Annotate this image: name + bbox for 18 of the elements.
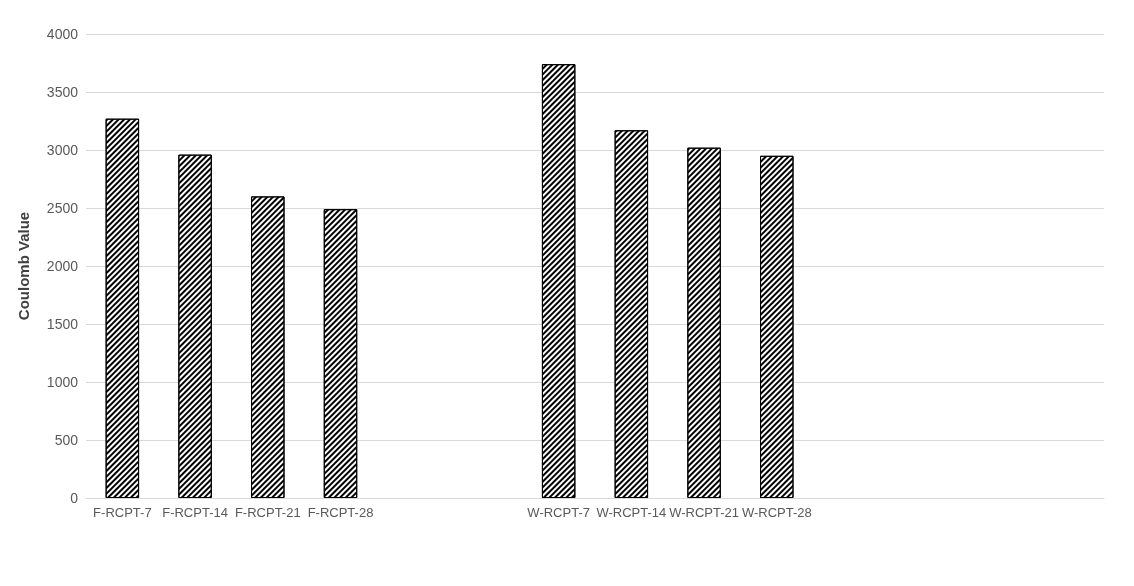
y-tick-label: 500 [54, 432, 79, 448]
y-tick-label: 1500 [46, 316, 79, 332]
x-tick-label: W-RCPT-7 [527, 505, 590, 520]
x-tick-label: W-RCPT-28 [741, 505, 812, 520]
y-axis-title: Coulomb Value [15, 211, 32, 321]
x-tick-label: W-RCPT-14 [596, 505, 667, 520]
x-tick-label: F-RCPT-7 [93, 505, 152, 520]
y-tick-label: 2500 [46, 200, 79, 216]
x-tick-label: F-RCPT-21 [234, 505, 301, 520]
y-tick-label: 2000 [46, 258, 79, 274]
y-tick-label: 0 [70, 490, 79, 506]
y-tick-label: 3500 [46, 84, 79, 100]
x-tick-label: F-RCPT-14 [162, 505, 228, 520]
x-tick-label: W-RCPT-21 [669, 505, 739, 520]
y-tick-label: 1000 [46, 374, 79, 390]
x-tick-label: F-RCPT-28 [307, 505, 374, 520]
y-tick-label: 4000 [46, 26, 79, 42]
y-tick-label: 3000 [46, 142, 79, 158]
